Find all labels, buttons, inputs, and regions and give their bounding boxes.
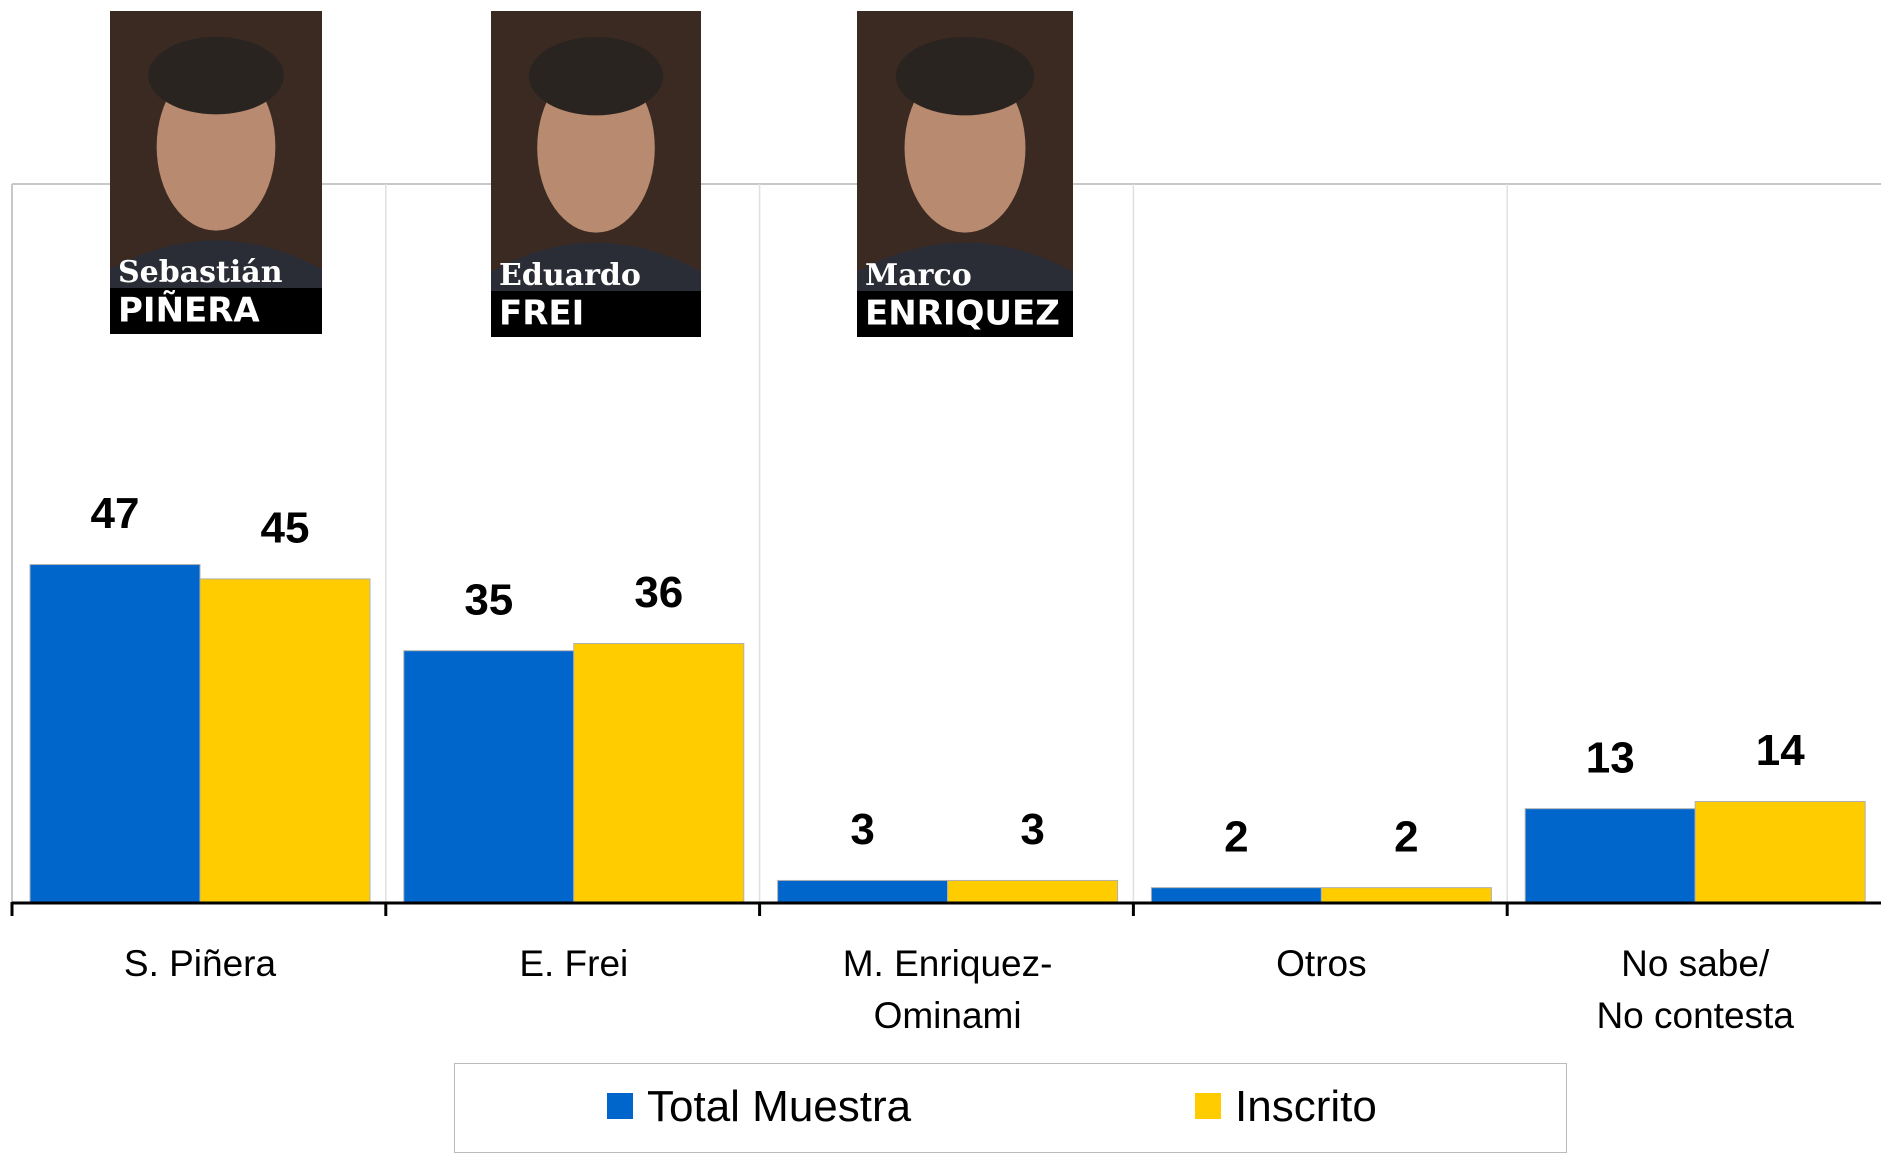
bar bbox=[574, 644, 744, 902]
value-label: 3 bbox=[1020, 805, 1044, 854]
legend-swatch bbox=[607, 1093, 633, 1119]
value-label: 36 bbox=[634, 568, 683, 617]
value-label: 35 bbox=[464, 575, 513, 624]
bar bbox=[948, 880, 1118, 902]
value-label: 47 bbox=[91, 489, 140, 538]
photo-first-name: Sebastián bbox=[118, 255, 283, 290]
bar bbox=[200, 579, 370, 902]
legend: Total Muestra Inscrito bbox=[454, 1063, 1567, 1153]
photo-last-name: FREI bbox=[499, 294, 584, 334]
photo-hair bbox=[896, 37, 1034, 115]
photo-last-name: PIÑERA bbox=[118, 290, 260, 331]
bar bbox=[778, 880, 948, 902]
page: 47 45 35 36 3 3 2 2 13 14 SebastiánPIÑERA EduardoFR… bbox=[0, 0, 1881, 1139]
legend-label: Total Muestra bbox=[647, 1082, 911, 1131]
value-label: 2 bbox=[1224, 812, 1248, 861]
photo-first-name: Eduardo bbox=[499, 258, 641, 293]
bar bbox=[1525, 809, 1695, 902]
bar bbox=[1321, 888, 1491, 902]
legend-label: Inscrito bbox=[1235, 1082, 1377, 1131]
photo-last-name: ENRIQUEZ bbox=[865, 294, 1060, 334]
x-tick-label: No sabe/ No contesta bbox=[1525, 938, 1865, 1042]
bar bbox=[30, 565, 200, 902]
legend-swatch bbox=[1195, 1093, 1221, 1119]
bar bbox=[1151, 888, 1321, 902]
photo-first-name: Marco bbox=[865, 258, 972, 293]
x-tick-label: Otros bbox=[1151, 938, 1491, 990]
value-label: 13 bbox=[1586, 733, 1635, 782]
x-tick-label: S. Piñera bbox=[30, 938, 370, 990]
photo-hair bbox=[148, 37, 284, 115]
x-tick-label: M. Enriquez- Ominami bbox=[778, 938, 1118, 1042]
value-label: 3 bbox=[850, 805, 874, 854]
value-label: 45 bbox=[261, 504, 310, 553]
photo-hair bbox=[529, 37, 663, 115]
value-label: 14 bbox=[1756, 726, 1805, 775]
x-tick-label: E. Frei bbox=[404, 938, 744, 990]
bar bbox=[1695, 801, 1865, 902]
value-label: 2 bbox=[1394, 812, 1418, 861]
bar bbox=[404, 651, 574, 902]
legend-item: Inscrito bbox=[1195, 1082, 1377, 1132]
legend-item: Total Muestra bbox=[607, 1082, 911, 1132]
